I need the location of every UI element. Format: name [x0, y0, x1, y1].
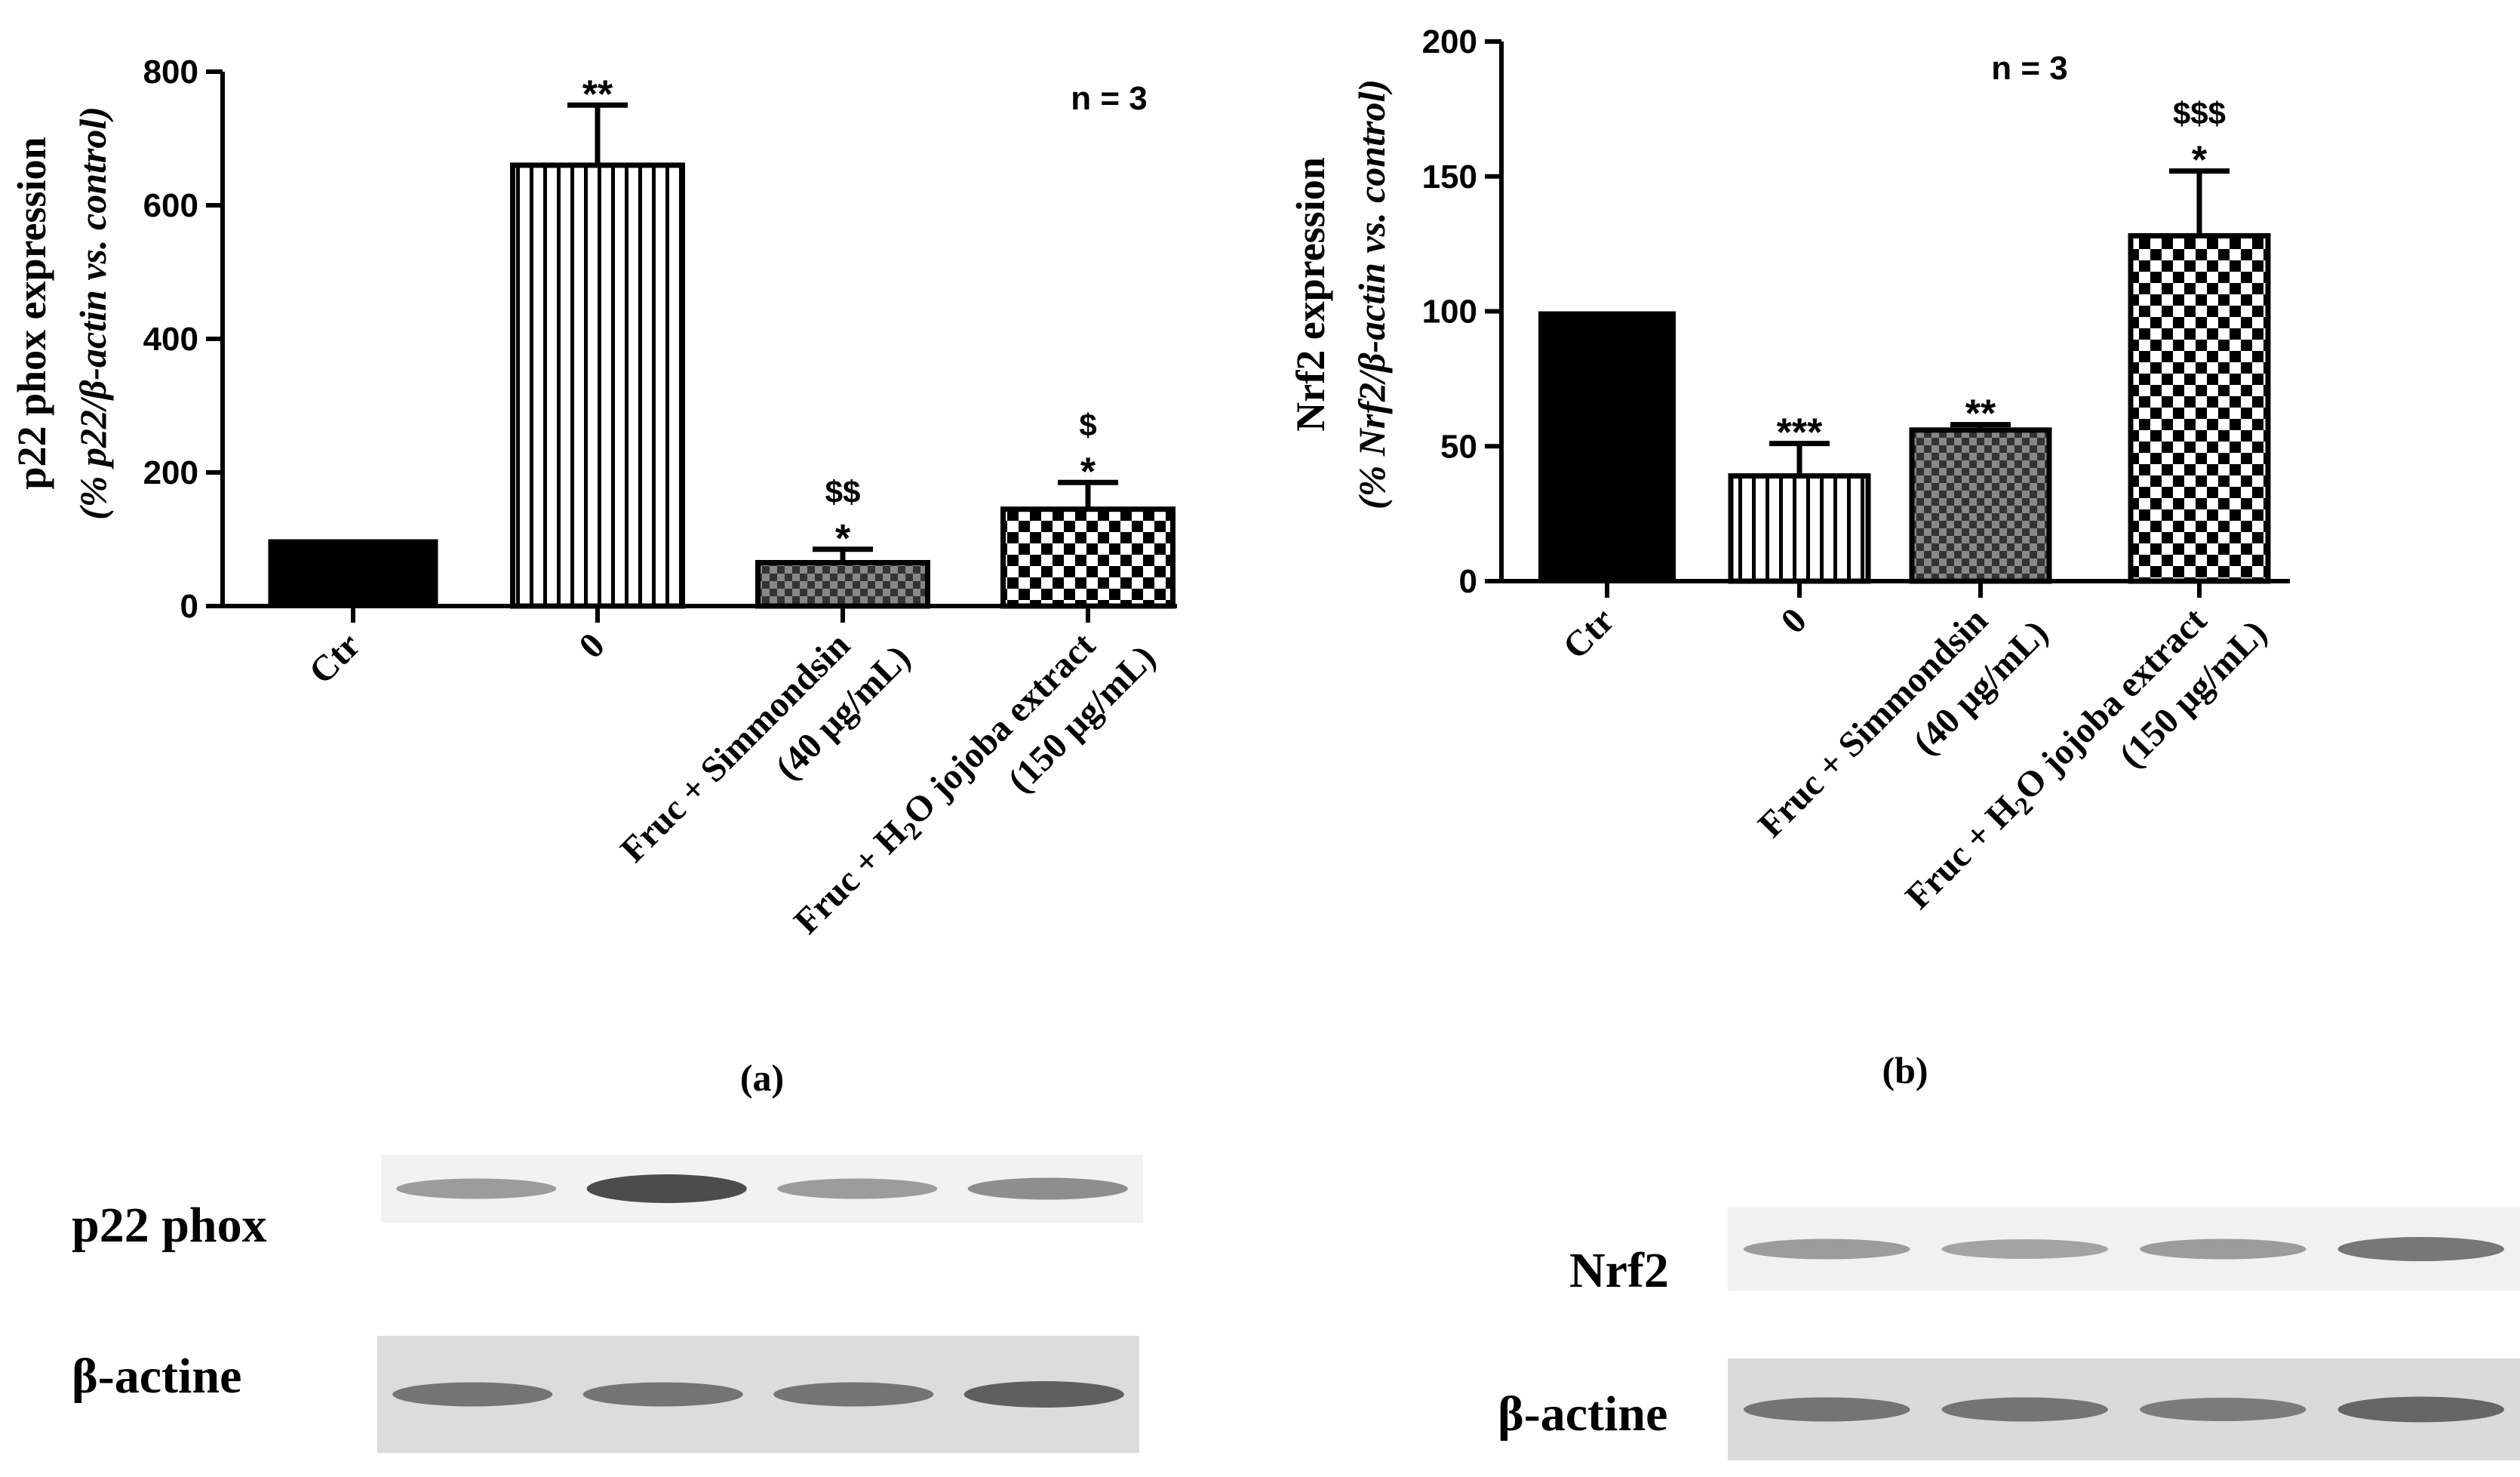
a-ytick-label-200: 200	[143, 454, 198, 491]
a-significance-fruc-h2o-jojoba-extract: *	[1080, 450, 1096, 494]
chart-b-bars	[1538, 168, 2271, 584]
b-bar-0	[1728, 473, 1871, 584]
blot-images	[377, 1155, 2520, 1460]
blot-right-control-band-1	[1744, 1397, 1910, 1422]
b-bar-ctr	[1538, 311, 1676, 581]
b-significance-fruc-h2o-jojoba-extract: *	[2192, 139, 2208, 183]
b-significance-0: ***	[1777, 411, 1823, 455]
a-ytick-label-400: 400	[143, 321, 198, 358]
blot-left-control-band-2	[582, 1382, 743, 1407]
b-category-label-0: 0	[1773, 600, 1814, 641]
chart-a-ylabel-sub: (% p22/β-actin vs. control)	[72, 106, 114, 520]
chart-a-axes: 0 200 400 600 800	[143, 54, 1177, 625]
blot-left-target-band-3	[777, 1178, 938, 1199]
chart-a-panel-label: (a)	[740, 1057, 784, 1099]
b-ytick-label-200: 200	[1422, 23, 1477, 60]
chart-b-panel-label: (b)	[1882, 1049, 1928, 1091]
a-significance-fruc-simmondsin: *	[835, 517, 851, 561]
a-bar-fruc-h2o-jojoba-extract	[1000, 506, 1175, 609]
a-category-0: 0	[571, 625, 612, 666]
chart-b-n-label: n = 3	[1991, 50, 2068, 87]
chart-b-axes: 0 50 100 150 200	[1422, 23, 2290, 600]
blot-left-target-band-2	[586, 1174, 747, 1203]
a-category-label-ctr: Ctr	[301, 625, 367, 691]
a-bar-fruc-simmondsin	[755, 559, 930, 609]
a-ytick-label-800: 800	[143, 54, 198, 91]
a-category-label-0: 0	[571, 625, 612, 666]
blot-right-target-band-4	[2337, 1237, 2504, 1261]
a-ytick-label-0: 0	[180, 588, 198, 625]
blot-right-control-band-4	[2337, 1396, 2504, 1423]
blot-left-target-band-4	[967, 1177, 1128, 1200]
a-significance-dollar-fruc-simmondsin: $$	[825, 474, 861, 509]
chart-b-ylabel-sub: (% Nrf2/β-actin vs. control)	[1351, 79, 1393, 509]
a-category-ctr: Ctr	[301, 625, 367, 691]
b-significance-fruc-simmondsin: **	[1965, 392, 1996, 436]
b-significance-dollar-fruc-h2o-jojoba-extract: $$$	[2173, 96, 2226, 131]
chart-a-bars	[268, 102, 1175, 609]
blot-left-control-label: β-actine	[72, 1349, 241, 1404]
b-ytick-label-0: 0	[1459, 563, 1477, 600]
chart-a-n-label: n = 3	[1071, 80, 1148, 117]
b-category-0: 0	[1773, 600, 1814, 641]
blot-left-control-band-3	[773, 1382, 934, 1407]
western-blots: p22 phox β-actine Nrf2 β-actine	[72, 1155, 2520, 1460]
blot-right-target-band-3	[2140, 1239, 2306, 1260]
blot-left-control-band-4	[963, 1381, 1124, 1408]
a-bar-ctr	[268, 539, 438, 606]
b-ytick-label-150: 150	[1422, 158, 1477, 195]
blot-left-target-band-1	[396, 1178, 557, 1199]
b-ytick-label-100: 100	[1422, 294, 1477, 331]
blot-right-target-label: Nrf2	[1569, 1243, 1669, 1298]
chart-b-ylabel: Nrf2 expression	[1288, 157, 1333, 431]
b-bar-fruc-h2o-jojoba-extract	[2128, 232, 2271, 584]
blot-right-control-band-2	[1941, 1397, 2108, 1422]
blot-right-control-band-3	[2140, 1398, 2306, 1421]
a-bar-0	[510, 162, 685, 609]
a-significance-0: **	[582, 72, 613, 116]
b-bar-fruc-simmondsin	[1909, 427, 2052, 584]
b-ytick-label-50: 50	[1440, 428, 1477, 465]
blot-right-target-band-1	[1744, 1239, 1910, 1260]
a-significance-dollar-fruc-h2o-jojoba-extract: $	[1079, 407, 1096, 442]
chart-a-ylabel: p22 phox expression	[9, 137, 54, 489]
a-ytick-label-600: 600	[143, 187, 198, 224]
blot-left-target-label: p22 phox	[72, 1198, 267, 1253]
blot-right-target-band-2	[1941, 1239, 2108, 1259]
b-category-ctr: Ctr	[1555, 600, 1621, 666]
blot-right-control-label: β-actine	[1498, 1386, 1667, 1442]
b-category-label-ctr: Ctr	[1555, 600, 1621, 666]
blot-left-control-band-1	[392, 1382, 553, 1407]
